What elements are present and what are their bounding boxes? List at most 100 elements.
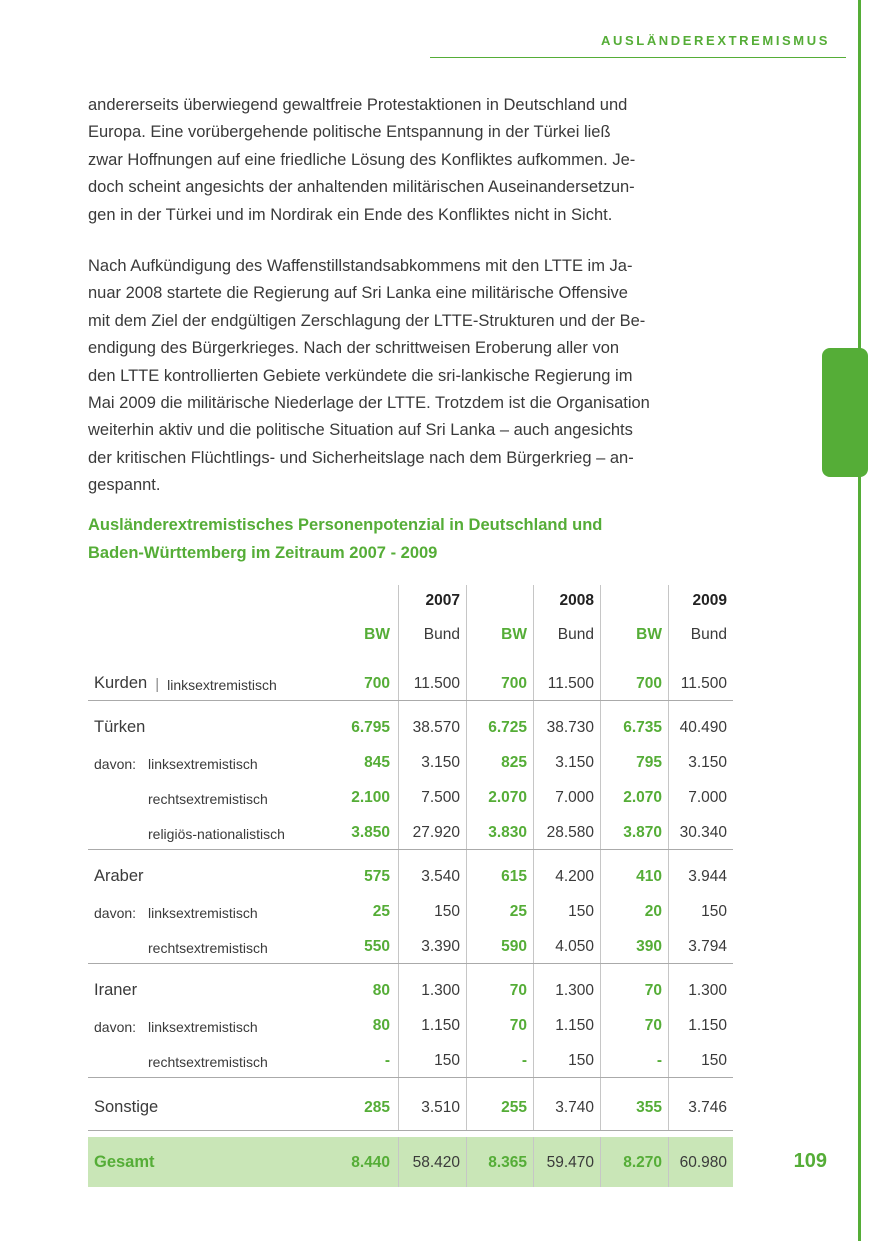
- bw-value: 700: [364, 675, 390, 692]
- label-separator: |: [155, 676, 160, 693]
- table-body: Kurden | linksextremistisch 700 11.500 700 11.…: [88, 651, 733, 1187]
- table-row: Türken 6.795 38.570 6.725 38.730 6.735 40.490: [88, 701, 733, 744]
- bw-value: 285: [364, 1099, 390, 1116]
- bund-value: 38.570: [398, 701, 466, 744]
- table-row: davon: linksextremistisch 845 3.150 825 3.150…: [88, 744, 733, 779]
- row-label: Iraner: [94, 981, 138, 999]
- bund-value: 11.500: [668, 651, 733, 700]
- bw-value: 410: [600, 850, 668, 893]
- bw-value: 700: [466, 651, 533, 700]
- row-label: Kurden: [94, 674, 148, 692]
- row-label-cell: rechtsextremistisch 2.100: [88, 779, 398, 814]
- row-label-cell: Araber 575: [88, 850, 398, 893]
- bund-value: 60.980: [668, 1137, 733, 1187]
- bund-value: 3.150: [533, 744, 600, 779]
- bw-value: 8.270: [600, 1137, 668, 1187]
- row-sublabel: rechtsextremistisch: [148, 1054, 268, 1070]
- bw-value: 3.870: [600, 814, 668, 849]
- table-year-header-row: 2007 2008 2009: [88, 585, 733, 617]
- bund-value: 150: [533, 893, 600, 928]
- davon-label: davon:: [94, 905, 137, 921]
- bund-value: 4.050: [533, 928, 600, 963]
- bw-value: 6.795: [351, 719, 390, 736]
- bund-value: 150: [668, 1042, 733, 1077]
- empty-cell: [88, 585, 398, 617]
- bw-value: 590: [466, 928, 533, 963]
- bw-value: 355: [600, 1078, 668, 1130]
- row-label-cell: rechtsextremistisch 550: [88, 928, 398, 963]
- row-label: Türken: [94, 718, 146, 736]
- text-line: Europa. Eine vorübergehende politische E…: [88, 123, 611, 142]
- bund-value: 3.740: [533, 1078, 600, 1130]
- bund-value: 28.580: [533, 814, 600, 849]
- bw-value: 80: [372, 982, 390, 999]
- bw-header: BW: [600, 617, 668, 651]
- row-label-cell: religiös-nationalistisch 3.850: [88, 814, 398, 849]
- personenpotenzial-table: 2007 2008 2009 BW Bund BW Bund BW Bund K…: [88, 585, 733, 1187]
- year-header-2008: 2008: [533, 585, 600, 617]
- text-line: gespannt.: [88, 476, 161, 495]
- year-header-2009: 2009: [668, 585, 733, 617]
- bw-value: 795: [600, 744, 668, 779]
- bund-value: 59.470: [533, 1137, 600, 1187]
- bund-value: 150: [398, 1042, 466, 1077]
- row-label: Gesamt: [94, 1153, 155, 1171]
- table-row: rechtsextremistisch -150-150-150: [88, 1042, 733, 1078]
- bund-value: 1.300: [398, 964, 466, 1007]
- table-row: davon: linksextremistisch 25 150 25 150 20 150: [88, 893, 733, 928]
- row-label-cell: davon: linksextremistisch 25: [88, 893, 398, 928]
- bw-value: 825: [466, 744, 533, 779]
- row-label-cell: Türken 6.795: [88, 701, 398, 744]
- bund-value: 7.000: [533, 779, 600, 814]
- bund-header: Bund: [398, 617, 466, 651]
- bund-value: 3.794: [668, 928, 733, 963]
- table-heading-line: Ausländerextremistisches Personenpotenzi…: [88, 516, 603, 534]
- running-header: AUSLÄNDEREXTREMISMUS: [601, 32, 830, 50]
- bund-value: 27.920: [398, 814, 466, 849]
- bund-value: 38.730: [533, 701, 600, 744]
- bund-value: 11.500: [533, 651, 600, 700]
- page-number: 109: [793, 1150, 827, 1172]
- table-row: Araber 575 3.540 615 4.200 410 3.944: [88, 850, 733, 893]
- bund-value: 4.200: [533, 850, 600, 893]
- text-line: nuar 2008 startete die Regierung auf Sri…: [88, 284, 628, 303]
- bw-value: -: [600, 1042, 668, 1077]
- row-label-cell: Gesamt 8.440: [88, 1137, 398, 1187]
- text-line: gen in der Türkei und im Nordirak ein En…: [88, 205, 613, 224]
- bw-header: BW: [466, 617, 533, 651]
- bw-value: 8.440: [351, 1154, 390, 1171]
- row-label: Araber: [94, 867, 144, 885]
- table-row: Iraner 80 1.300 70 1.300 70 1.300: [88, 964, 733, 1007]
- bw-value: 70: [600, 964, 668, 1007]
- text-line: den LTTE kontrollierten Gebiete verkünde…: [88, 366, 633, 385]
- table-row: rechtsextremistisch 2.100 7.500 2.070 7.000 2…: [88, 779, 733, 814]
- bund-value: 40.490: [668, 701, 733, 744]
- text-line: Mai 2009 die militärische Niederlage der…: [88, 394, 650, 413]
- paragraph-2: Nach Aufkündigung des Waffenstillstandsa…: [88, 253, 728, 500]
- bund-value: 1.300: [668, 964, 733, 1007]
- bund-header: Bund: [668, 617, 733, 651]
- bw-value: 3.830: [466, 814, 533, 849]
- bw-value: 70: [600, 1007, 668, 1042]
- bw-value: 25: [372, 903, 390, 920]
- row-sublabel: linksextremistisch: [167, 677, 277, 693]
- text-line: zwar Hoffnungen auf eine friedliche Lösu…: [88, 150, 636, 169]
- bw-value: 70: [466, 1007, 533, 1042]
- table-row: religiös-nationalistisch 3.850 27.920 3.830…: [88, 814, 733, 850]
- bw-header: BW: [364, 626, 390, 643]
- text-line: mit dem Ziel der endgültigen Zerschlagun…: [88, 311, 646, 330]
- chapter-tab: [822, 348, 868, 477]
- bw-value: 70: [466, 964, 533, 1007]
- row-label-cell: Kurden | linksextremistisch 700: [88, 651, 398, 700]
- side-accent-line: [858, 0, 861, 1241]
- empty-cell: [600, 585, 668, 617]
- table-row: Kurden | linksextremistisch 700 11.500 700 11.…: [88, 651, 733, 701]
- table-row: davon: linksextremistisch 80 1.150 70 1.150 70…: [88, 1007, 733, 1042]
- table-heading-line: Baden-Württemberg im Zeitraum 2007 - 200…: [88, 544, 438, 562]
- bw-value: -: [466, 1042, 533, 1077]
- paragraph-1: andererseits überwiegend gewaltfreie Pro…: [88, 92, 728, 229]
- bund-value: 1.150: [533, 1007, 600, 1042]
- row-sublabel: linksextremistisch: [148, 756, 258, 772]
- table-row: Sonstige 285 3.510 255 3.740 355 3.746: [88, 1078, 733, 1131]
